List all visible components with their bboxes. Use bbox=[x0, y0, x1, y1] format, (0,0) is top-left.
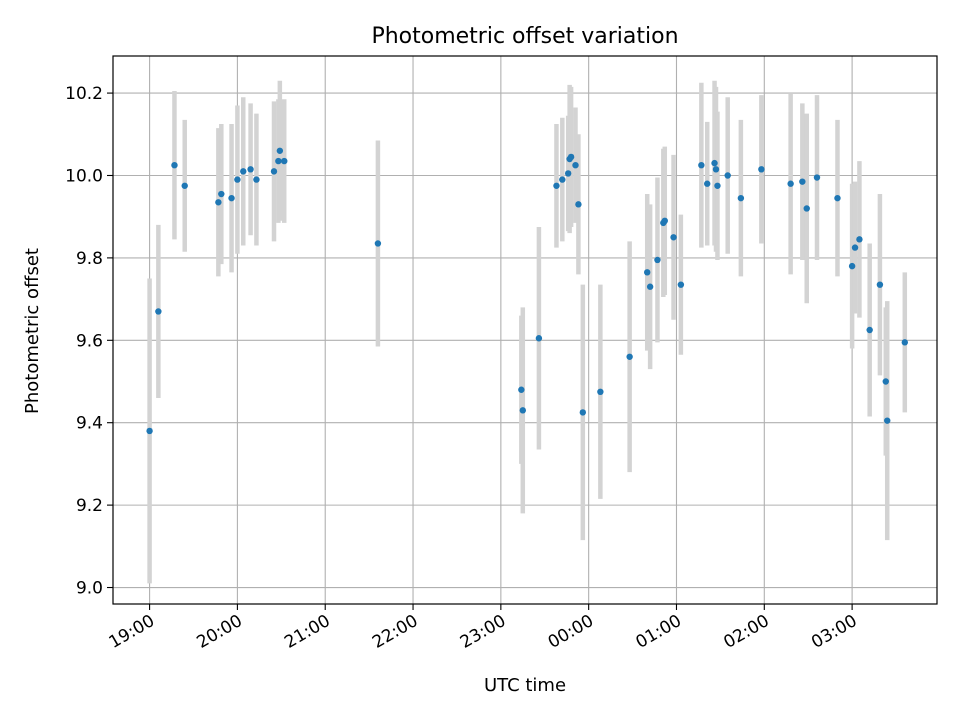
data-point bbox=[553, 182, 560, 189]
data-point bbox=[677, 281, 685, 288]
data-point bbox=[155, 308, 162, 315]
data-point bbox=[711, 159, 718, 167]
data-point bbox=[240, 168, 247, 175]
y-tick-label: 9.6 bbox=[76, 331, 103, 351]
plot-area-frame bbox=[112, 55, 938, 605]
data-point bbox=[597, 388, 604, 396]
data-point bbox=[851, 244, 859, 251]
x-axis-label: UTC time bbox=[484, 675, 566, 696]
data-point bbox=[737, 194, 745, 202]
data-point bbox=[714, 182, 721, 189]
data-point bbox=[276, 147, 284, 154]
data-points bbox=[146, 147, 909, 435]
data-point bbox=[572, 161, 579, 169]
data-point bbox=[704, 180, 711, 187]
y-tick-label: 10.0 bbox=[65, 166, 103, 186]
y-tick-label: 9.4 bbox=[76, 414, 103, 434]
data-point bbox=[758, 166, 765, 173]
y-tick-label: 9.8 bbox=[76, 249, 103, 269]
data-point bbox=[374, 240, 382, 247]
data-point bbox=[275, 157, 282, 165]
data-point bbox=[661, 217, 668, 225]
data-point bbox=[646, 283, 654, 290]
data-point bbox=[559, 176, 566, 183]
data-point bbox=[712, 166, 720, 173]
data-point bbox=[564, 170, 572, 177]
data-point bbox=[181, 182, 188, 189]
data-point bbox=[626, 353, 633, 360]
data-point bbox=[884, 417, 891, 424]
data-point bbox=[518, 386, 525, 393]
chart-title: Photometric offset variation bbox=[371, 24, 678, 49]
data-point bbox=[535, 335, 543, 342]
data-point bbox=[876, 281, 884, 288]
data-point bbox=[803, 205, 810, 212]
data-point bbox=[698, 161, 705, 169]
data-point bbox=[228, 194, 235, 202]
data-point bbox=[813, 174, 821, 181]
data-point bbox=[787, 180, 794, 187]
data-point bbox=[215, 199, 222, 206]
y-axis-label: Photometric offset bbox=[22, 248, 43, 414]
data-point bbox=[234, 176, 241, 183]
data-point bbox=[575, 201, 582, 208]
data-point bbox=[253, 176, 260, 183]
data-point bbox=[579, 409, 587, 416]
data-point bbox=[146, 427, 153, 435]
data-point bbox=[856, 236, 863, 243]
data-point bbox=[724, 172, 731, 179]
data-point bbox=[171, 161, 178, 169]
data-point bbox=[644, 269, 651, 276]
y-axis-ticks: 9.0 9.2 9.4 9.6 9.8 10.0 10.2 bbox=[65, 84, 113, 599]
data-point bbox=[866, 326, 873, 334]
data-point bbox=[281, 157, 288, 165]
data-point bbox=[834, 194, 841, 202]
data-point bbox=[218, 190, 225, 198]
y-tick-label: 9.0 bbox=[76, 579, 103, 599]
data-point bbox=[799, 178, 806, 185]
data-point bbox=[654, 256, 661, 264]
data-point bbox=[247, 166, 254, 173]
data-point bbox=[270, 168, 278, 175]
data-point bbox=[519, 407, 527, 414]
y-tick-label: 10.2 bbox=[65, 84, 103, 104]
data-point bbox=[567, 153, 575, 161]
data-point bbox=[848, 262, 856, 270]
data-point bbox=[670, 234, 677, 241]
data-point bbox=[882, 378, 889, 385]
data-point bbox=[901, 339, 909, 346]
y-tick-label: 9.2 bbox=[76, 496, 103, 516]
